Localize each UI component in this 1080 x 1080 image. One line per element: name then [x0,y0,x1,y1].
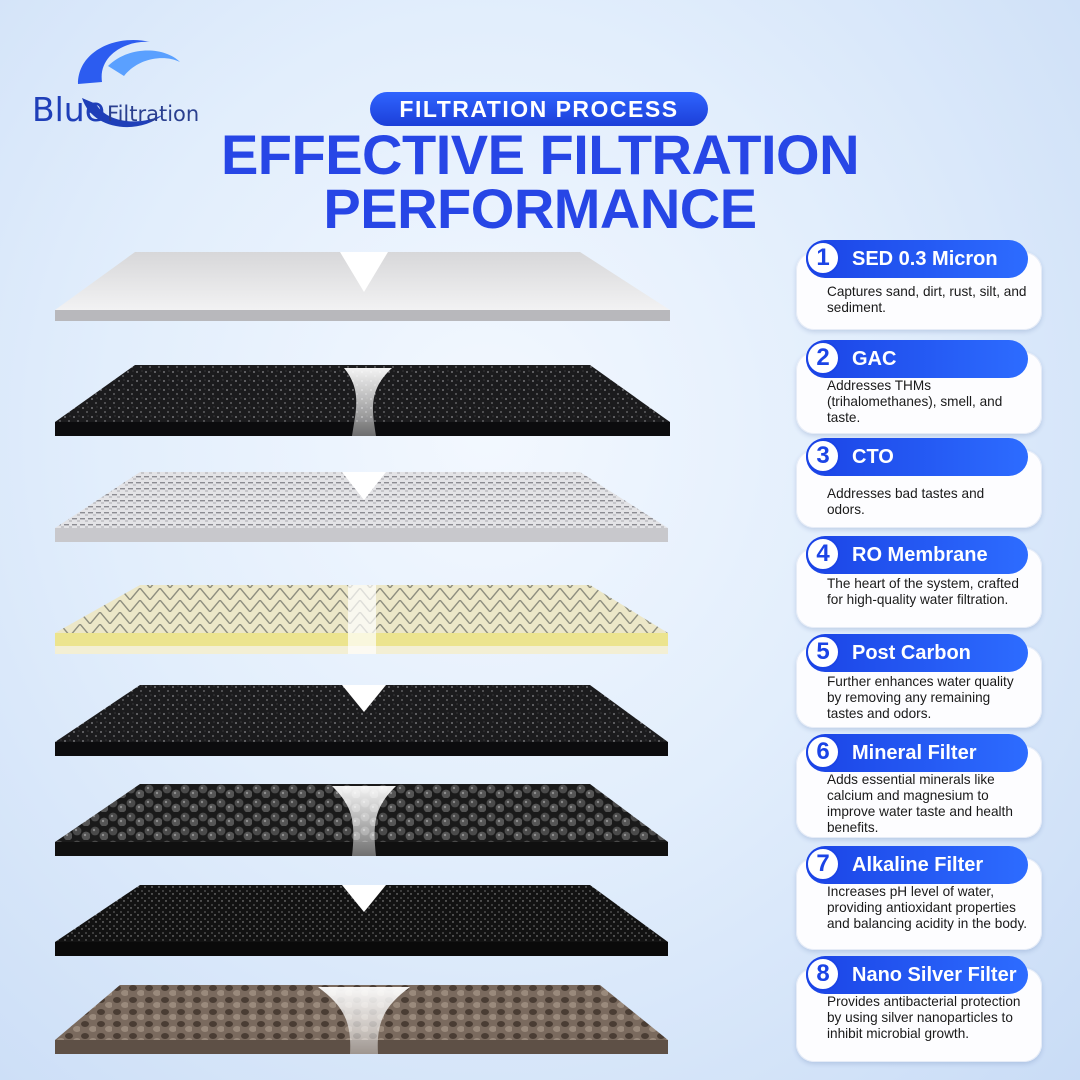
stage-description: The heart of the system, crafted for hig… [827,576,1019,607]
stage-name: GAC [852,348,897,370]
stage-number: 8 [806,957,840,991]
stage-number: 5 [806,635,840,669]
stage-number: 6 [806,735,840,769]
stage-tag: 4 RO Membrane [806,536,1028,574]
stage-tag: 2 GAC [806,340,1028,378]
stage-description: Adds essential minerals like calcium and… [827,772,1013,835]
water-flow-icon [318,987,410,1054]
stage-card-6: 6 Mineral Filter Adds essential minerals… [796,734,1042,838]
eyebrow-pill: FILTRATION PROCESS [370,92,708,126]
water-flow-icon [342,685,386,712]
layer-sed-sediment [55,252,670,321]
stage-card-5: 5 Post Carbon Further enhances water qua… [796,634,1042,728]
layer-gac [55,365,670,436]
stage-name: CTO [852,446,894,468]
layer-post-carbon [55,685,668,756]
water-swoosh-icon [78,39,180,128]
stage-name: Alkaline Filter [852,854,984,876]
stage-card-3: 3 CTO Addresses bad tastes and odors. [796,438,1042,528]
stage-card-4: 4 RO Membrane The heart of the system, c… [796,536,1042,628]
stage-number: 4 [806,537,840,571]
page-title: EFFECTIVE FILTRATION PERFORMANCE [150,123,930,240]
layer-alkaline-filter [55,885,668,956]
stage-name: Mineral Filter [852,742,977,764]
brand-logo: BlueFiltration [28,32,228,142]
stage-card-1: 1 SED 0.3 Micron Captures sand, dirt, ru… [796,240,1042,330]
stage-description: Provides antibacterial protection by usi… [827,994,1021,1041]
stage-tag: 7 Alkaline Filter [806,846,1028,884]
headline-line-1: EFFECTIVE FILTRATION [220,123,860,186]
stage-description: Addresses THMs (trihalomethanes), smell,… [827,378,1003,425]
headline-line-2: PERFORMANCE [323,177,757,240]
stage-number: 3 [806,439,840,473]
layer-mineral-filter [55,784,668,856]
stage-description: Addresses bad tastes and odors. [827,486,985,517]
stage-number: 2 [806,341,840,375]
water-flow-icon [342,472,386,500]
water-flow-icon [344,368,392,436]
stage-description: Further enhances water quality by removi… [827,674,1014,721]
water-flow-icon [348,585,376,654]
stage-name: RO Membrane [852,544,988,566]
water-flow-icon [332,786,396,856]
stage-description: Increases pH level of water, providing a… [827,884,1028,931]
logo-wordmark: BlueFiltration [32,90,199,129]
stage-description: Captures sand, dirt, rust, silt, and sed… [827,284,1027,315]
stage-tag: 3 CTO [806,438,1028,476]
stage-tag: 8 Nano Silver Filter [806,956,1028,994]
water-flow-icon [342,885,386,912]
stage-card-7: 7 Alkaline Filter Increases pH level of … [796,846,1042,950]
stage-tag: 6 Mineral Filter [806,734,1028,772]
stage-tag: 5 Post Carbon [806,634,1028,672]
stage-number: 7 [806,847,840,881]
stage-name: SED 0.3 Micron [852,248,998,270]
logo-blue-text: Blue [32,90,106,129]
water-flow-icon [340,252,388,292]
stage-name: Nano Silver Filter [852,964,1017,986]
stage-card-2: 2 GAC Addresses THMs (trihalomethanes), … [796,340,1042,434]
stage-card-8: 8 Nano Silver Filter Provides antibacter… [796,956,1042,1062]
stage-number: 1 [806,241,840,275]
layer-ro-membrane [55,585,668,654]
layer-cto [55,472,668,542]
layer-nano-silver-filter [55,985,668,1054]
logo-filtration-text: Filtration [107,102,200,126]
filter-layers-illustration [55,252,670,1054]
stage-tag: 1 SED 0.3 Micron [806,240,1028,278]
stage-name: Post Carbon [852,642,971,664]
